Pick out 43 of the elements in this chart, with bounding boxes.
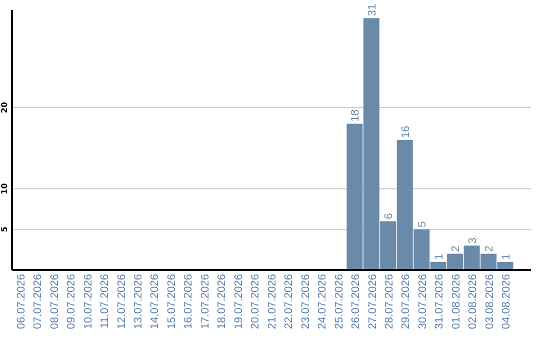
x-tick-label: 12.07.2026: [116, 274, 128, 330]
x-tick-label: 11.07.2026: [99, 274, 112, 328]
x-tick-label: 28.07.2026: [384, 274, 396, 330]
x-tick-label: 13.07.2026: [132, 274, 144, 330]
data-label: 16: [400, 126, 412, 138]
x-tick-label: 30.07.2026: [416, 274, 429, 330]
x-tick-label: 07.07.2026: [32, 274, 44, 330]
x-tick-label: 06.07.2026: [15, 274, 28, 330]
data-label: 1: [500, 254, 512, 260]
x-tick-label: 18.07.2026: [216, 274, 228, 330]
x-tick-label: 14.07.2026: [149, 274, 162, 330]
x-tick-label: 17.07.2026: [199, 274, 212, 330]
x-tick-label: 22.07.2026: [283, 274, 296, 330]
x-tick-label: 25.07.2026: [333, 274, 346, 330]
x-tick-label: 27.07.2026: [366, 274, 379, 330]
x-tick-label: 19.07.2026: [232, 274, 245, 330]
data-label: 31: [366, 4, 378, 16]
x-tick-label: 01.08.2026: [450, 274, 462, 330]
x-tick-label: 04.08.2026: [500, 274, 513, 330]
data-label: 2: [484, 246, 496, 252]
data-label: 6: [383, 213, 396, 220]
x-tick-label: 31.07.2026: [434, 274, 446, 330]
x-tick-label: 26.07.2026: [350, 274, 362, 330]
x-tick-label: 03.08.2026: [484, 274, 496, 330]
x-tick-label: 21.07.2026: [266, 274, 278, 330]
x-tick-label: 20.07.2026: [250, 274, 262, 330]
x-tick-label: 09.07.2026: [66, 274, 78, 330]
x-tick-label: 10.07.2026: [82, 274, 94, 330]
x-tick-label: 24.07.2026: [316, 274, 329, 330]
data-label: 5: [416, 221, 429, 228]
x-tick-label: 29.07.2026: [400, 274, 412, 330]
y-tick-label: 10: [0, 182, 9, 194]
y-tick-label: 5: [0, 226, 9, 232]
x-tick-label: 23.07.2026: [300, 274, 312, 330]
y-tick-label: 20: [0, 102, 9, 114]
data-label: 18: [350, 110, 362, 122]
x-tick-label: 16.07.2026: [182, 274, 195, 330]
x-tick-label: 02.08.2026: [467, 274, 480, 330]
x-tick-label: 15.07.2026: [166, 274, 178, 330]
data-label: 1: [433, 254, 446, 260]
x-tick-label: 08.07.2026: [48, 274, 61, 330]
data-label: 2: [450, 246, 462, 252]
data-label: 3: [466, 238, 479, 244]
